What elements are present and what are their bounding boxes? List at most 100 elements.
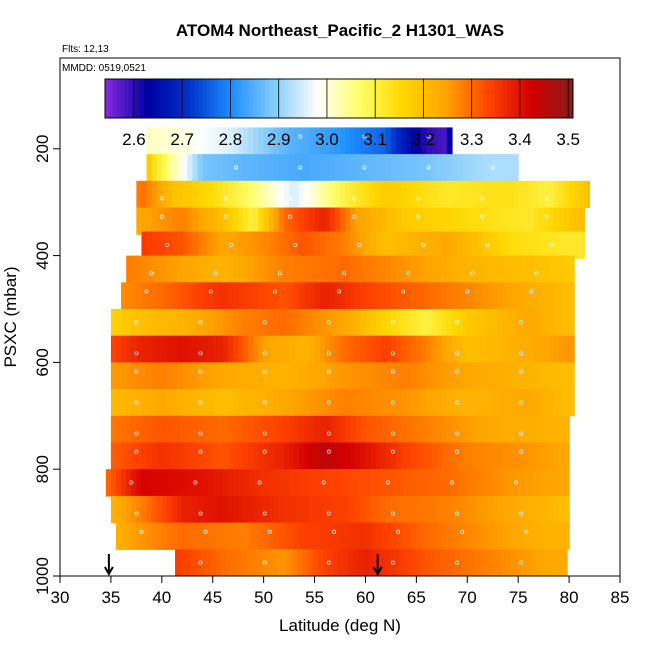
heatmap-cell bbox=[263, 207, 270, 235]
heatmap-cell bbox=[492, 335, 499, 363]
sample-point bbox=[331, 529, 336, 534]
heatmap-cell bbox=[467, 522, 473, 550]
heatmap-cell bbox=[329, 389, 336, 417]
heatmap-cell bbox=[340, 282, 346, 310]
colorbar-segment bbox=[171, 79, 176, 118]
heatmap-cell bbox=[492, 389, 499, 417]
heatmap-cell bbox=[538, 389, 545, 417]
heatmap-cell bbox=[446, 308, 453, 337]
heatmap-cell bbox=[553, 207, 560, 235]
heatmap-cell bbox=[462, 335, 468, 363]
heatmap-cell bbox=[416, 127, 423, 155]
heatmap-cell bbox=[385, 255, 392, 283]
heatmap-cell bbox=[411, 415, 417, 444]
heatmap-cell bbox=[411, 495, 417, 524]
heatmap-cell bbox=[360, 415, 367, 444]
heatmap-cell bbox=[187, 180, 193, 209]
heatmap-cell bbox=[215, 549, 222, 576]
heatmap-cell bbox=[421, 180, 428, 209]
sample-point bbox=[198, 511, 203, 516]
heatmap-cell bbox=[166, 362, 173, 390]
heatmap-cell bbox=[472, 389, 479, 417]
heatmap-cell bbox=[350, 308, 356, 337]
heatmap-cell bbox=[543, 308, 550, 337]
heatmap-cell bbox=[477, 231, 484, 259]
heatmap-cell bbox=[490, 549, 497, 576]
colorbar-segment bbox=[565, 79, 570, 118]
heatmap-cell bbox=[553, 255, 560, 283]
colorbar-segment bbox=[175, 79, 180, 118]
heatmap-cell bbox=[375, 255, 382, 283]
heatmap-cell bbox=[421, 415, 428, 444]
heatmap-cell bbox=[421, 255, 428, 283]
heatmap-cell bbox=[538, 495, 545, 524]
heatmap-cell bbox=[558, 389, 565, 417]
heatmap-cell bbox=[345, 231, 351, 259]
heatmap-cell bbox=[289, 207, 295, 235]
heatmap-cell bbox=[556, 549, 563, 576]
heatmap-cell bbox=[431, 335, 438, 363]
heatmap-cell bbox=[177, 389, 183, 417]
colorbar-segment bbox=[284, 79, 289, 118]
heatmap-cell bbox=[340, 522, 346, 550]
sample-point bbox=[352, 196, 357, 201]
heatmap-cell bbox=[390, 127, 397, 155]
heatmap-cell bbox=[334, 231, 341, 259]
colorbar-segment bbox=[413, 79, 418, 118]
heatmap-cell bbox=[222, 282, 229, 310]
heatmap-cell bbox=[365, 469, 372, 497]
heatmap-cell bbox=[151, 207, 158, 235]
heatmap-cell bbox=[141, 522, 148, 550]
heatmap-cell bbox=[268, 469, 275, 497]
colorbar-segment bbox=[225, 79, 231, 118]
colorbar-segment bbox=[241, 79, 246, 118]
heatmap-cell bbox=[187, 389, 193, 417]
heatmap-cell bbox=[187, 442, 193, 470]
colorbar-segment bbox=[151, 79, 157, 118]
heatmap-cell bbox=[258, 282, 265, 310]
heatmap-cell bbox=[477, 415, 484, 444]
colorbar-segment bbox=[424, 79, 430, 118]
colorbar-segment bbox=[144, 79, 149, 118]
heatmap-cell bbox=[457, 442, 463, 470]
heatmap-cell bbox=[541, 549, 548, 576]
heatmap-cell bbox=[202, 495, 209, 524]
heatmap-cell bbox=[299, 522, 305, 550]
heatmap-cell bbox=[523, 335, 529, 363]
heatmap-cell bbox=[187, 335, 193, 363]
heatmap-cell bbox=[121, 415, 127, 444]
heatmap-cell bbox=[228, 308, 234, 337]
colorbar-segment bbox=[561, 79, 566, 118]
sample-point bbox=[519, 369, 524, 374]
heatmap-cell bbox=[528, 469, 535, 497]
colorbar-segment bbox=[108, 79, 114, 118]
heatmap-cell bbox=[294, 308, 300, 337]
heatmap-cell bbox=[253, 522, 260, 550]
heatmap-cell bbox=[187, 415, 193, 444]
heatmap-cell bbox=[340, 495, 346, 524]
heatmap-cell bbox=[411, 255, 417, 283]
heatmap-cell bbox=[243, 154, 249, 182]
heatmap-cell bbox=[564, 231, 570, 259]
heatmap-cell bbox=[340, 180, 346, 209]
heatmap-cell bbox=[197, 335, 204, 363]
heatmap-cell bbox=[431, 154, 438, 182]
sample-point bbox=[485, 242, 490, 247]
heatmap-cell bbox=[207, 469, 214, 497]
heatmap-cell bbox=[467, 255, 473, 283]
sample-point bbox=[544, 196, 549, 201]
sample-point bbox=[455, 560, 460, 565]
heatmap-cell bbox=[543, 207, 550, 235]
heatmap-cell bbox=[452, 207, 458, 235]
heatmap-cell bbox=[482, 282, 489, 310]
heatmap-cell bbox=[477, 495, 484, 524]
heatmap-cell bbox=[314, 362, 321, 390]
sample-point bbox=[198, 320, 203, 325]
heatmap-cell bbox=[217, 180, 224, 209]
heatmap-cell bbox=[446, 282, 453, 310]
heatmap-cell bbox=[253, 127, 260, 155]
heatmap-cell bbox=[187, 231, 193, 259]
heatmap-cell bbox=[477, 335, 484, 363]
sample-point bbox=[390, 449, 395, 454]
heatmap-cell bbox=[304, 154, 311, 182]
